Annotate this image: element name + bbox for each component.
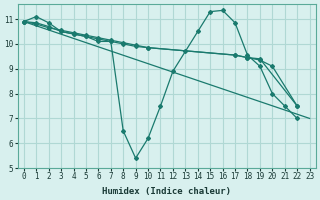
X-axis label: Humidex (Indice chaleur): Humidex (Indice chaleur) [102, 187, 231, 196]
